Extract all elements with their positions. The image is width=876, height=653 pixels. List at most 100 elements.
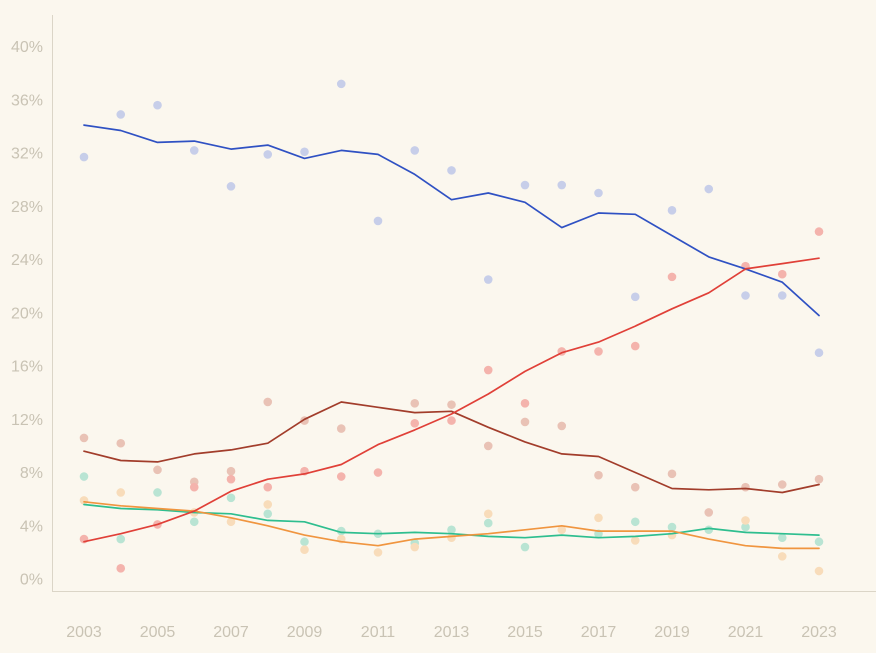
data-point-green-2013 [447,525,456,535]
x-tick-label: 2019 [654,624,690,641]
data-point-blue-2003 [79,152,89,162]
x-tick-label: 2003 [66,624,102,641]
data-point-orange-2009 [300,545,309,555]
data-point-green-2020 [704,525,714,535]
data-point-maroon-2003 [79,433,89,443]
scatter-points-maroon-series [79,397,824,517]
data-point-maroon-2010 [336,424,346,433]
data-point-red-2019 [667,272,677,282]
data-point-blue-2008 [263,150,273,159]
y-tick-label: 28% [11,199,43,216]
data-point-orange-2011 [373,548,383,557]
data-point-maroon-2023 [814,474,824,484]
data-point-blue-2015 [520,180,530,190]
data-point-blue-2019 [667,206,677,215]
data-point-orange-2004 [116,488,126,497]
data-point-green-2018 [630,517,640,527]
data-point-blue-2006 [189,146,199,155]
data-point-maroon-2019 [667,469,677,479]
data-point-red-2012 [410,418,420,428]
y-tick-label: 24% [11,252,43,269]
trend-line-blue-series [83,124,820,317]
data-point-red-2007 [226,474,236,484]
data-point-blue-2022 [777,291,787,300]
data-point-blue-2005 [153,100,162,110]
x-tick-label: 2011 [361,624,396,641]
data-point-blue-2010 [336,79,346,89]
data-point-orange-2007 [226,517,236,527]
data-point-maroon-2007 [226,466,236,476]
data-point-green-2005 [153,488,162,497]
y-tick-label: 12% [11,412,43,429]
data-point-red-2022 [777,269,787,279]
data-point-maroon-2004 [116,438,126,448]
y-tick-label: 32% [11,146,43,163]
trend-line-orange-series [83,500,820,550]
data-point-green-2015 [520,542,530,552]
y-tick-label: 40% [11,39,43,56]
data-point-green-2014 [483,518,493,528]
x-axis-tick-labels: 2003 2005 2007 2009 2011 2013 2015 2017 2019 2021… [66,624,837,641]
data-point-maroon-2012 [410,399,420,408]
y-tick-label: 4% [20,518,43,535]
y-tick-label: 0% [20,572,43,589]
data-point-orange-2021 [741,516,750,525]
data-point-blue-2009 [300,147,309,157]
x-tick-label: 2021 [728,624,764,641]
data-point-orange-2012 [410,542,420,552]
data-point-orange-2008 [263,500,273,509]
data-point-maroon-2022 [777,480,787,489]
y-tick-label: 16% [11,359,43,376]
x-tick-label: 2007 [213,624,249,641]
data-point-red-2013 [447,416,456,425]
scatter-points-green-series [79,472,824,552]
y-tick-label: 36% [11,92,43,109]
data-point-red-2023 [814,227,824,236]
data-point-orange-2017 [594,513,603,523]
scatter-points-orange-series [79,488,824,576]
data-point-green-2019 [667,522,677,532]
data-point-blue-2016 [557,180,567,190]
data-point-orange-2003 [79,496,89,505]
data-point-green-2008 [263,509,273,519]
data-point-blue-2014 [483,275,493,284]
data-point-maroon-2020 [704,508,714,517]
data-point-green-2023 [814,537,824,547]
x-tick-label: 2017 [581,624,617,641]
y-tick-label: 20% [11,305,43,322]
data-point-green-2021 [741,522,750,532]
data-point-orange-2023 [814,566,824,576]
data-point-orange-2022 [777,552,787,561]
data-point-maroon-2013 [447,400,456,409]
x-tick-label: 2015 [507,624,543,641]
data-point-red-2006 [189,482,199,492]
data-point-blue-2023 [814,348,824,358]
y-axis-tick-labels: 0% 4% 8% 12% 16% 20% 24% 28% 32% 36% 40% [11,39,43,588]
data-point-red-2004 [116,564,126,573]
data-point-red-2008 [263,482,273,492]
trend-line-maroon-series [83,401,820,494]
data-point-green-2006 [189,517,199,527]
data-point-green-2003 [79,472,89,481]
data-point-red-2010 [336,472,346,481]
data-point-maroon-2016 [557,421,567,431]
x-tick-label: 2023 [801,624,837,641]
y-tick-label: 8% [20,465,43,482]
data-point-blue-2011 [373,216,383,226]
x-tick-label: 2005 [140,624,176,641]
data-point-orange-2018 [630,536,640,545]
data-point-blue-2004 [116,110,126,119]
data-point-orange-2014 [483,509,493,519]
data-point-green-2009 [300,537,309,547]
data-point-red-2017 [594,347,603,356]
data-point-blue-2020 [704,184,714,194]
data-point-red-2015 [520,399,530,408]
data-point-red-2011 [373,468,383,477]
x-tick-label: 2013 [434,624,470,641]
data-point-blue-2018 [630,292,640,302]
data-point-red-2014 [483,365,493,375]
data-point-maroon-2015 [520,417,530,427]
data-point-blue-2017 [594,188,603,198]
